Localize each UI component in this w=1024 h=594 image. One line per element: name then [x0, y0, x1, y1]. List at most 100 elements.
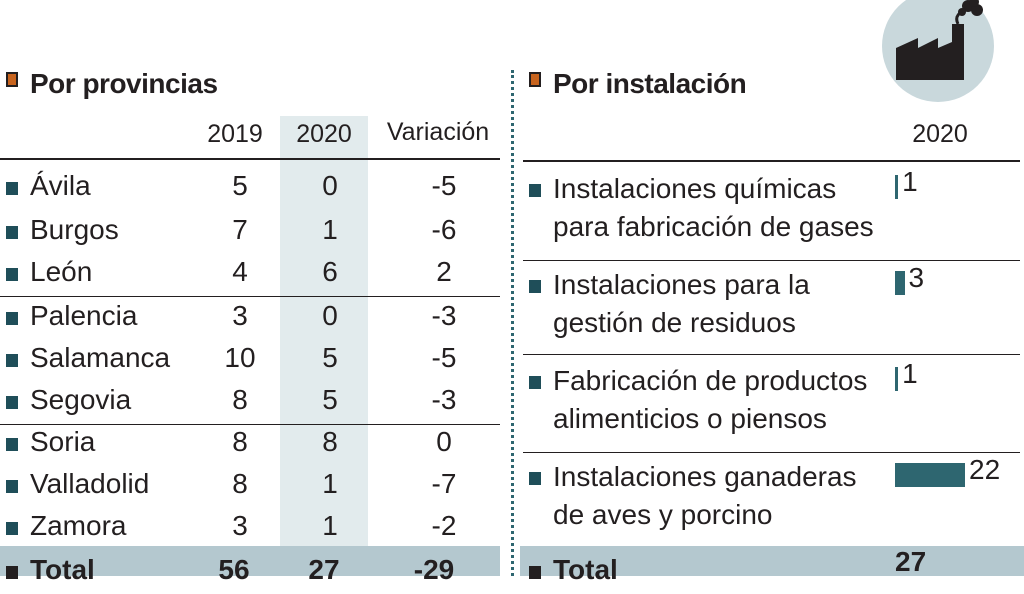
value-2019: 5: [232, 170, 248, 201]
column-header-2019: 2019: [207, 120, 263, 148]
row-bullet-icon: [6, 566, 18, 579]
province-name: Soria: [30, 426, 96, 457]
highlight-column-2020: [280, 116, 368, 548]
row-bullet-icon: [6, 182, 18, 195]
left-total-band: [0, 546, 500, 576]
value-2020: 5: [322, 342, 338, 373]
right-total-label: Total: [553, 554, 618, 585]
row-bullet-icon: [6, 354, 18, 367]
value-variacion: -5: [431, 170, 457, 201]
factory-icon: [880, 0, 995, 106]
row-bullet-icon: [6, 396, 18, 409]
value-2019: 4: [232, 256, 248, 287]
value-2019: 8: [232, 468, 248, 499]
group-divider: [0, 424, 500, 425]
value-2020: 0: [322, 300, 338, 331]
table-row: Salamanca 10 5 -5: [0, 340, 500, 382]
installation-label: Instalaciones ganaderas de aves y porcin…: [553, 461, 857, 530]
right-total-value: 27: [895, 546, 927, 577]
bar-value-label: 3: [908, 262, 925, 293]
row-bullet-icon: [6, 522, 18, 535]
section-marker-icon: [6, 72, 18, 87]
table-row: Palencia 3 0 -3: [0, 298, 500, 340]
value-2019: 7: [232, 214, 248, 245]
value-variacion: -7: [431, 468, 457, 499]
bar-value-label: 22: [969, 454, 1001, 485]
table-header-divider: [523, 160, 1020, 162]
total-label: Total: [30, 554, 95, 585]
table-row: Soria 8 8 0: [0, 424, 500, 466]
table-row: León 4 6 2: [0, 254, 500, 296]
bar-mark: [895, 367, 899, 391]
value-variacion: -2: [431, 510, 457, 541]
value-variacion: 0: [436, 426, 452, 457]
installation-label: Instalaciones para la gestión de residuo…: [553, 269, 810, 338]
value-2019: 3: [232, 300, 248, 331]
table-row: Segovia 8 5 -3: [0, 382, 500, 424]
value-2020: 0: [322, 170, 338, 201]
row-bullet-icon: [6, 480, 18, 493]
value-2019: 8: [232, 426, 248, 457]
bar-value-label: 1: [902, 358, 918, 389]
group-divider: [523, 260, 1020, 261]
column-header-variacion: Variación: [386, 118, 490, 146]
right-section-title: Por instalación: [553, 68, 747, 99]
row-bullet-icon: [529, 472, 541, 485]
province-name: Palencia: [30, 300, 138, 331]
province-name: Ávila: [30, 170, 91, 201]
group-divider: [523, 354, 1020, 355]
table-header-divider: [0, 158, 500, 160]
left-section-title: Por provincias: [30, 68, 218, 99]
total-variacion: -29: [413, 554, 455, 585]
province-name: León: [30, 256, 93, 287]
province-name: Burgos: [30, 214, 119, 245]
section-marker-icon: [529, 72, 541, 87]
row-bullet-icon: [529, 280, 541, 293]
value-2020: 8: [322, 426, 338, 457]
row-bullet-icon: [6, 226, 18, 239]
right-total-row: Total 27: [523, 546, 1023, 585]
bar-value-label: 1: [902, 166, 918, 197]
table-row: Valladolid 8 1 -7: [0, 466, 500, 508]
installation-label: Instalaciones químicas para fabricación …: [553, 173, 874, 242]
total-2019: 56: [218, 554, 250, 585]
column-header-2020: 2020: [296, 120, 352, 148]
table-row: Zamora 3 1 -2: [0, 508, 500, 550]
installation-label: Fabricación de productos alimenticios o …: [553, 365, 868, 434]
table-row: Burgos 7 1 -6: [0, 212, 500, 254]
value-2019: 3: [232, 510, 248, 541]
value-2020: 1: [322, 214, 338, 245]
value-2019: 10: [224, 342, 256, 373]
row-bullet-icon: [529, 376, 541, 389]
group-divider: [523, 452, 1020, 453]
table-row-total: Total 56 27 -29: [0, 552, 500, 594]
value-variacion: -3: [431, 384, 457, 415]
right-total-band: [520, 546, 1024, 576]
value-variacion: -6: [431, 214, 457, 245]
row-bullet-icon: [529, 566, 541, 579]
province-name: Segovia: [30, 384, 132, 415]
bar-mark: [895, 271, 905, 295]
table-row: Ávila 5 0 -5: [0, 168, 500, 210]
value-2020: 1: [322, 510, 338, 541]
column-header-2020-right: 2020: [912, 120, 968, 148]
group-divider: [0, 296, 500, 297]
row-bullet-icon: [6, 312, 18, 325]
row-bullet-icon: [529, 184, 541, 197]
value-variacion: -5: [431, 342, 457, 373]
row-bullet-icon: [6, 268, 18, 281]
province-name: Salamanca: [30, 342, 171, 373]
value-2020: 1: [322, 468, 338, 499]
value-variacion: 2: [436, 256, 452, 287]
value-variacion: -3: [431, 300, 457, 331]
value-2020: 6: [322, 256, 338, 287]
bar-mark: [895, 175, 899, 199]
total-2020: 27: [308, 554, 340, 585]
province-name: Valladolid: [30, 468, 150, 499]
value-2019: 8: [232, 384, 248, 415]
row-bullet-icon: [6, 438, 18, 451]
province-name: Zamora: [30, 510, 127, 541]
bar-mark: [895, 463, 965, 487]
panel-separator: [511, 70, 514, 576]
value-2020: 5: [322, 384, 338, 415]
